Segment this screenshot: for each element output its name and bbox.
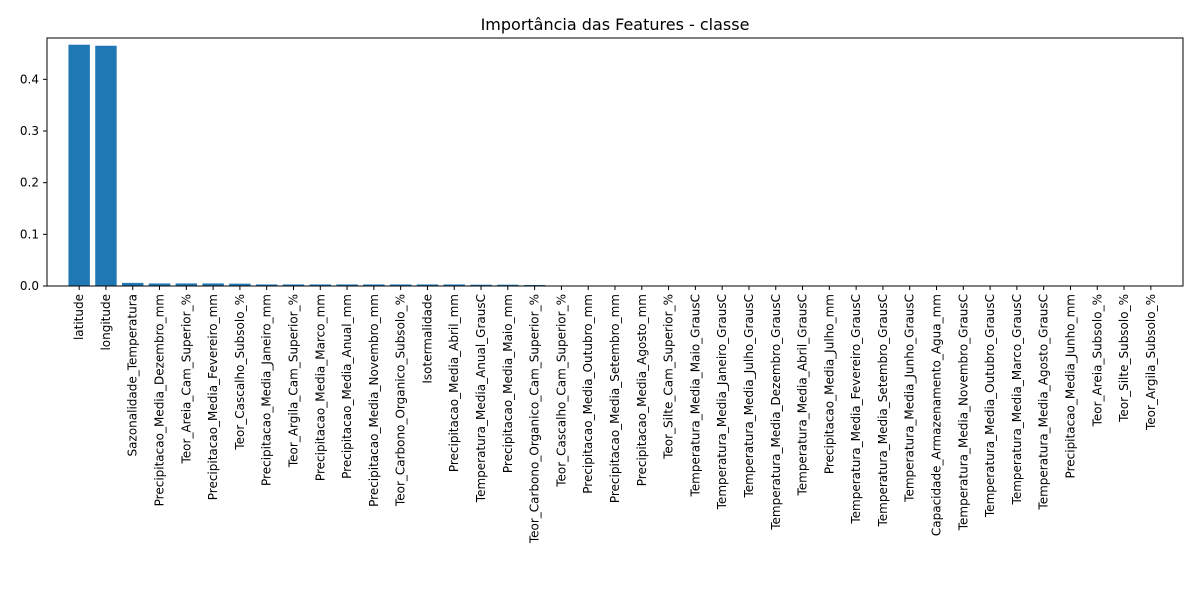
x-tick-label-33: Temperatura_Media_Novembro_GrausC <box>956 294 970 531</box>
bar-13 <box>416 284 439 286</box>
x-tick-label-3: Precipitacao_Media_Dezembro_mm <box>153 294 167 506</box>
x-tick-label-6: Teor_Cascalho_Subsolo_% <box>233 294 247 451</box>
x-tick-label-1: longitude <box>99 294 113 351</box>
x-tick-label-13: Isotermalidade <box>420 294 434 384</box>
y-tick-label-2: 0.2 <box>20 176 39 190</box>
x-tick-label-31: Temperatura_Media_Junho_GrausC <box>903 294 917 503</box>
y-tick-label-0: 0.0 <box>20 279 39 293</box>
bar-2 <box>122 282 144 286</box>
bar-17 <box>523 284 546 286</box>
x-tick-label-2: Sazonalidade_Temperatura <box>126 294 140 456</box>
x-tick-label-4: Teor_Areia_Cam_Superior_% <box>179 294 193 465</box>
bars-layer <box>68 44 1082 286</box>
x-tick-label-9: Precipitacao_Media_Marco_mm <box>313 294 327 481</box>
x-tick-label-0: latitude <box>72 294 86 340</box>
bar-0 <box>68 44 90 286</box>
bar-14 <box>443 284 465 286</box>
chart-title: Importância das Features - classe <box>481 15 750 34</box>
x-tick-label-39: Teor_Silte_Subsolo_% <box>1117 294 1131 423</box>
x-tick-label-20: Precipitacao_Media_Setembro_mm <box>608 294 622 503</box>
x-tick-label-12: Teor_Carbono_Organico_Subsolo_% <box>394 294 408 507</box>
x-tick-label-5: Precipitacao_Media_Fevereiro_mm <box>206 294 220 500</box>
x-tick-label-22: Teor_Silte_Cam_Superior_% <box>662 294 676 460</box>
x-tick-label-18: Teor_Cascalho_Cam_Superior_% <box>554 294 568 488</box>
x-tick-label-8: Teor_Argila_Cam_Superior_% <box>286 294 300 468</box>
x-tick-label-21: Precipitacao_Media_Agosto_mm <box>635 294 649 486</box>
bar-12 <box>389 284 412 286</box>
bar-9 <box>309 284 331 286</box>
x-tick-label-23: Temperatura_Media_Maio_GrausC <box>688 294 702 498</box>
x-tick-label-19: Precipitacao_Media_Outubro_mm <box>581 294 595 494</box>
x-tick-label-34: Temperatura_Media_Outubro_GrausC <box>983 294 997 518</box>
x-tick-label-36: Temperatura_Media_Agosto_GrausC <box>1037 294 1051 511</box>
bar-8 <box>282 284 305 286</box>
x-tick-label-28: Precipitacao_Media_Julho_mm <box>822 294 836 474</box>
x-tick-label-10: Precipitacao_Media_Anual_mm <box>340 294 354 479</box>
x-tick-label-26: Temperatura_Media_Dezembro_GrausC <box>769 294 783 531</box>
x-tick-label-29: Temperatura_Media_Fevereiro_GrausC <box>849 294 863 525</box>
bar-16 <box>497 284 519 286</box>
x-tick-label-16: Precipitacao_Media_Maio_mm <box>501 294 515 473</box>
x-tick-label-35: Temperatura_Media_Marco_GrausC <box>1010 294 1024 505</box>
ticks-layer: 0.0 0.1 0.2 0.3 0.4 latitude longitude Sazonali… <box>20 72 1158 544</box>
bar-3 <box>148 283 171 286</box>
bar-4 <box>175 283 198 286</box>
x-tick-label-38: Teor_Areia_Subsolo_% <box>1090 294 1104 427</box>
x-tick-label-37: Precipitacao_Media_Junho_mm <box>1063 294 1077 478</box>
plot-frame <box>46 37 1184 287</box>
x-tick-label-7: Precipitacao_Media_Janeiro_mm <box>260 294 274 486</box>
x-tick-label-30: Temperatura_Media_Setembro_GrausC <box>876 294 890 528</box>
bar-5 <box>202 283 224 286</box>
bar-7 <box>255 284 278 286</box>
x-tick-label-27: Temperatura_Media_Abril_GrausC <box>796 294 810 497</box>
x-tick-label-14: Precipitacao_Media_Abril_mm <box>447 294 461 472</box>
bar-6 <box>229 283 251 286</box>
bar-15 <box>470 284 492 286</box>
x-tick-label-17: Teor_Carbono_Organico_Cam_Superior_% <box>528 294 542 544</box>
y-tick-label-1: 0.1 <box>20 227 39 241</box>
bar-10 <box>336 284 358 286</box>
x-tick-label-40: Teor_Argila_Subsolo_% <box>1144 294 1158 431</box>
y-tick-label-4: 0.4 <box>20 72 39 86</box>
x-tick-label-32: Capacidade_Armazenamento_Agua_mm <box>930 294 944 536</box>
x-tick-label-25: Temperatura_Media_Julho_GrausC <box>742 294 756 499</box>
y-tick-label-3: 0.3 <box>20 124 39 138</box>
x-tick-label-24: Temperatura_Media_Janeiro_GrausC <box>715 294 729 510</box>
x-tick-label-15: Temperatura_Media_Anual_GrausC <box>474 294 488 503</box>
x-tick-label-11: Precipitacao_Media_Novembro_mm <box>367 294 381 507</box>
axes-layer <box>46 37 1184 287</box>
bar-11 <box>363 284 385 286</box>
bar-1 <box>95 45 117 286</box>
